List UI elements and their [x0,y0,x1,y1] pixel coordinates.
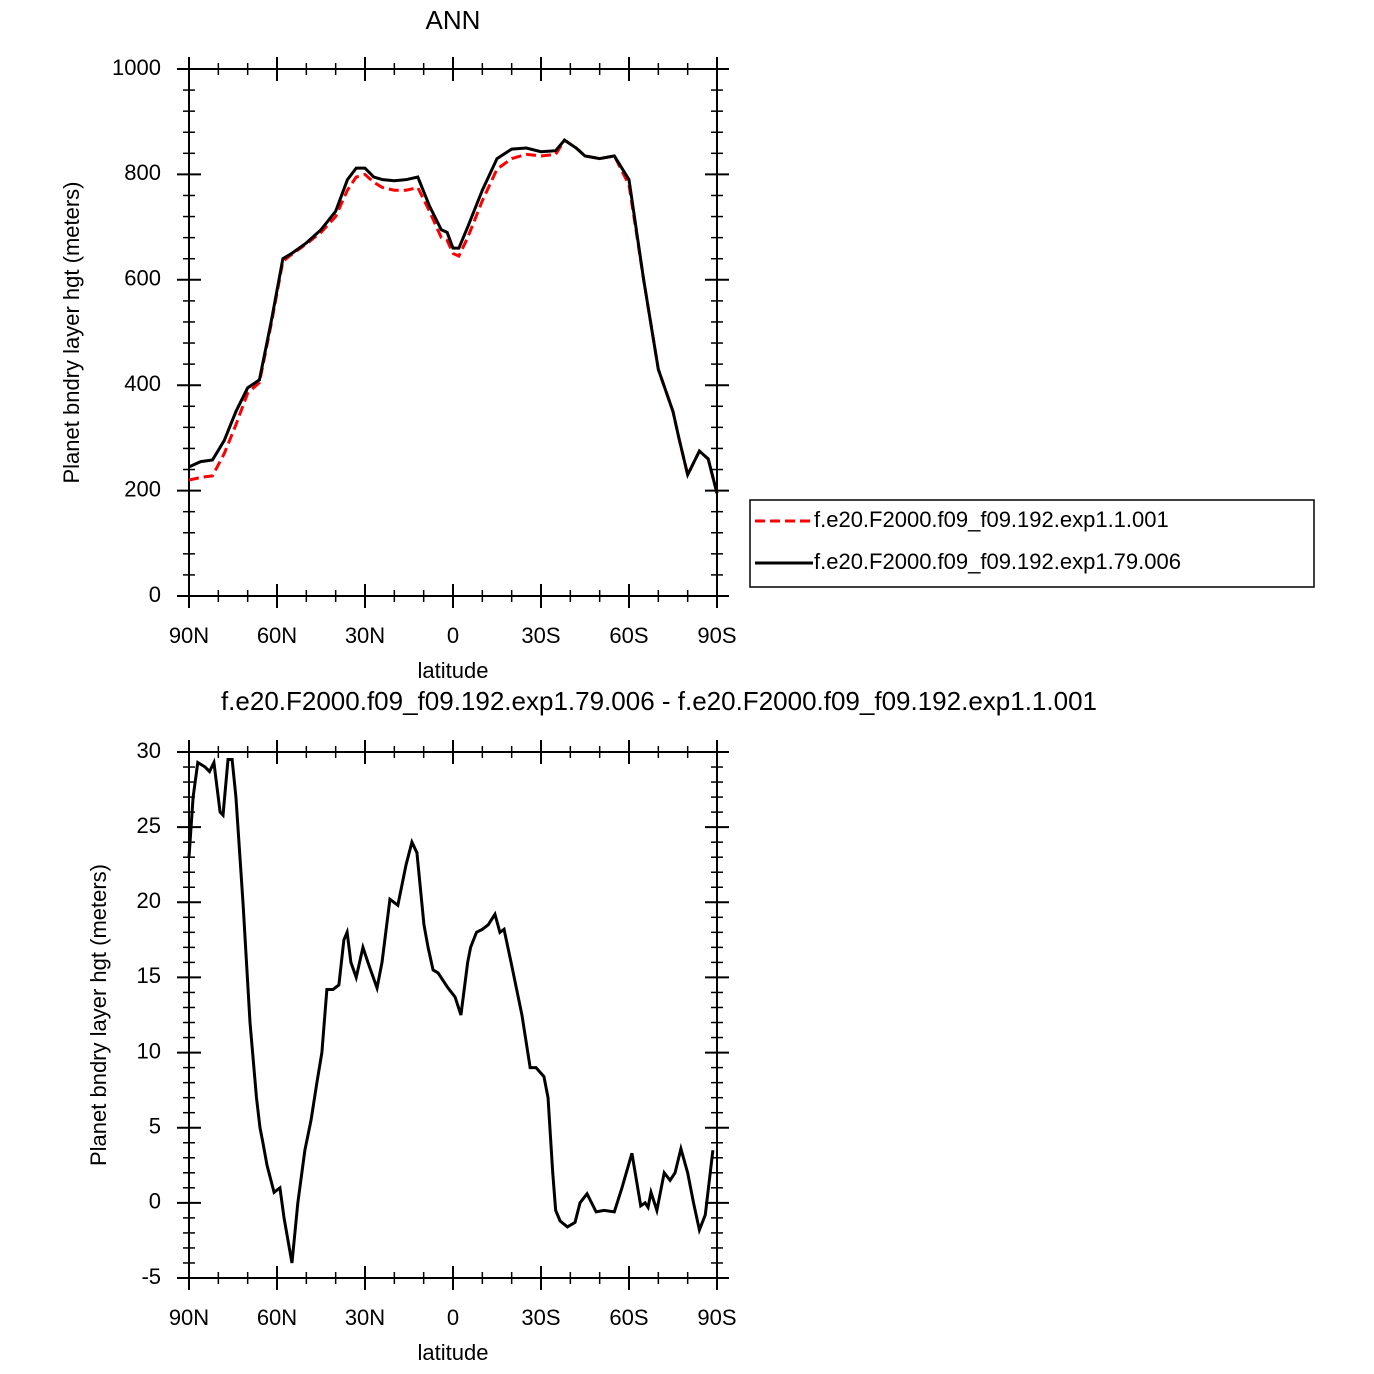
y-tick-label: 25 [137,813,161,838]
data-line [188,138,719,494]
x-tick-label: 90S [697,623,736,648]
chart-title: ANN [426,5,481,35]
data-line [187,757,715,1264]
y-tick-label: 15 [137,963,161,988]
y-tick-label: 20 [137,888,161,913]
legend-label: f.e20.F2000.f09_f09.192.exp1.79.006 [814,549,1181,574]
x-tick-label: 30N [345,623,385,648]
x-tick-label: 60N [257,623,297,648]
x-axis-label: latitude [418,658,489,683]
x-tick-label: 90N [169,623,209,648]
plot-frame [188,751,718,1279]
x-tick-label: 90S [697,1305,736,1330]
y-tick-label: 400 [124,371,161,396]
y-tick-label: 0 [149,1189,161,1214]
data-line [188,138,719,494]
y-tick-label: 600 [124,266,161,291]
x-tick-label: 0 [447,623,459,648]
x-tick-label: 30S [521,623,560,648]
chart-title: f.e20.F2000.f09_f09.192.exp1.79.006 - f.… [221,686,1097,716]
y-axis-label: Planet bndry layer hgt (meters) [86,864,111,1166]
y-tick-label: 200 [124,476,161,501]
x-tick-label: 30N [345,1305,385,1330]
y-tick-label: 1000 [112,55,161,80]
x-axis-label: latitude [418,1340,489,1365]
y-tick-label: -5 [141,1264,161,1289]
y-tick-label: 0 [149,582,161,607]
y-axis-label: Planet bndry layer hgt (meters) [59,181,84,483]
x-tick-label: 30S [521,1305,560,1330]
x-tick-label: 60N [257,1305,297,1330]
legend-label: f.e20.F2000.f09_f09.192.exp1.1.001 [814,507,1169,532]
x-tick-label: 0 [447,1305,459,1330]
y-tick-label: 30 [137,738,161,763]
x-tick-label: 60S [609,623,648,648]
y-tick-label: 800 [124,160,161,185]
x-tick-label: 60S [609,1305,648,1330]
y-tick-label: 5 [149,1114,161,1139]
x-tick-label: 90N [169,1305,209,1330]
legend-box [749,499,1315,588]
y-tick-label: 10 [137,1038,161,1063]
